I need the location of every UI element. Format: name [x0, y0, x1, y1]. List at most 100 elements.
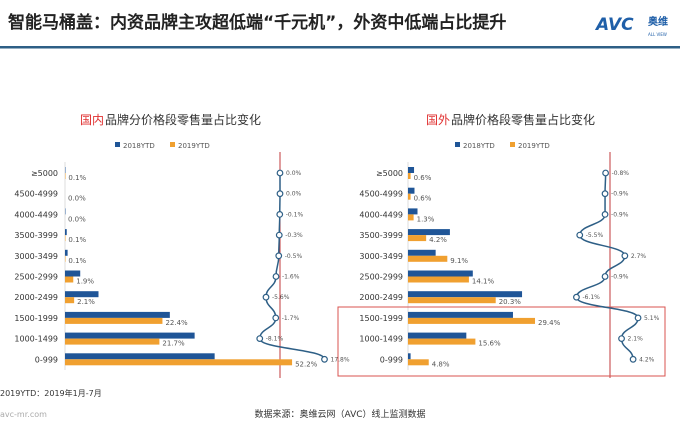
- change-label: -0.9%: [611, 191, 629, 198]
- bar-2019: [408, 255, 448, 262]
- bar-2019-label: 52.2%: [295, 360, 318, 368]
- bar-2018: [408, 311, 513, 318]
- change-point: [275, 231, 283, 239]
- bar-2019-label: 9.1%: [450, 257, 468, 265]
- logo-cn: 奥维: [648, 15, 668, 28]
- category-label: 4500-4999: [359, 190, 403, 199]
- bar-2018: [408, 353, 411, 360]
- bar-2019-label: 0.0%: [68, 215, 86, 223]
- bar-2019-label: 20.3%: [499, 298, 522, 306]
- change-point: [601, 273, 609, 280]
- bar-2019: [408, 193, 411, 200]
- bar-2019: [65, 359, 293, 366]
- bar-2018: [65, 311, 170, 318]
- bar-2018: [408, 187, 415, 194]
- change-label: -0.8%: [612, 170, 630, 177]
- highlight-box: [337, 306, 666, 377]
- legend-label: 2019YTD: [178, 142, 210, 150]
- bar-2019: [408, 297, 496, 304]
- legend-swatch: [455, 142, 460, 147]
- bar-2019-label: 0.1%: [68, 174, 86, 182]
- change-line: [575, 172, 639, 360]
- change-point: [629, 355, 637, 363]
- change-label: 4.2%: [639, 356, 655, 363]
- change-point: [621, 252, 629, 260]
- category-label: 2500-2999: [14, 273, 58, 282]
- change-label: 5.1%: [644, 315, 660, 322]
- bar-2018: [408, 208, 418, 215]
- change-label: 0.0%: [286, 170, 302, 177]
- bar-2018: [408, 270, 473, 277]
- change-label: 0.0%: [286, 191, 302, 198]
- legend-swatch: [170, 142, 175, 147]
- change-label: 2.1%: [628, 336, 644, 343]
- change-point: [601, 190, 609, 198]
- category-label: 1500-1999: [359, 314, 403, 323]
- category-label: 4000-4499: [359, 210, 403, 219]
- category-label: ≥5000: [31, 169, 58, 178]
- change-label: -1.7%: [282, 315, 300, 322]
- change-label: -5.6%: [272, 294, 290, 301]
- category-label: 1000-1499: [359, 335, 403, 344]
- data-source: 数据来源：奥维云网（AVC）线上监测数据: [254, 408, 425, 420]
- bar-2018: [65, 249, 68, 256]
- website: avc-mr.com: [0, 410, 47, 419]
- change-point: [602, 169, 609, 177]
- category-label: 4000-4499: [14, 210, 58, 219]
- bar-2018: [65, 229, 67, 236]
- change-point: [262, 293, 270, 301]
- bar-2018: [65, 353, 215, 360]
- category-label: 2000-2499: [359, 293, 403, 302]
- change-line: [258, 173, 326, 360]
- category-label: 2500-2999: [359, 273, 403, 282]
- category-label: 3500-3999: [14, 231, 58, 240]
- category-label: 0-999: [380, 355, 403, 364]
- change-label: -5.5%: [586, 232, 604, 239]
- chart-domestic: 国内 品牌分价格段零售量占比变化 2018YTD 2019YTD ≥5000 0.1% 45…: [14, 112, 350, 378]
- chart-title-highlight: 国外: [426, 113, 450, 127]
- bar-2019-label: 0.6%: [414, 195, 432, 203]
- change-point: [276, 190, 284, 198]
- change-label: 17.8%: [331, 356, 350, 363]
- change-point: [256, 335, 264, 343]
- bar-2018: [408, 249, 436, 256]
- change-point: [272, 273, 280, 280]
- bar-2019-label: 22.4%: [165, 319, 188, 327]
- bar-2018: [65, 332, 195, 339]
- bar-2019: [408, 173, 411, 179]
- bar-2018: [408, 291, 523, 298]
- bar-2019-label: 1.9%: [76, 278, 94, 286]
- bar-2019: [408, 235, 427, 242]
- bar-2018: [65, 291, 99, 298]
- bar-2019-label: 14.1%: [472, 278, 495, 286]
- change-point: [276, 210, 284, 218]
- change-point: [573, 293, 580, 301]
- chart-foreign: 国外 品牌价格段零售量占比变化 2018YTD 2019YTD ≥5000 0.6% 450…: [337, 112, 666, 378]
- change-label: -0.1%: [286, 211, 304, 218]
- legend-label: 2018YTD: [463, 142, 495, 150]
- category-label: 1500-1999: [14, 314, 58, 323]
- change-point: [272, 314, 280, 322]
- category-label: 0-999: [35, 355, 58, 364]
- change-point: [275, 252, 283, 260]
- change-label: -6.1%: [582, 294, 600, 301]
- category-label: 3000-3499: [359, 252, 403, 261]
- bar-2018: [408, 167, 415, 173]
- bar-2019: [408, 317, 536, 324]
- bar-2019-label: 0.6%: [414, 174, 432, 182]
- change-point: [276, 169, 284, 177]
- change-point: [576, 231, 584, 239]
- bar-2019-label: 4.2%: [429, 236, 447, 244]
- bar-2019-label: 4.8%: [432, 360, 450, 368]
- bar-2019: [65, 297, 75, 304]
- chart-title-highlight: 国内: [80, 113, 104, 127]
- bar-2019: [65, 317, 163, 324]
- bar-2019: [408, 214, 414, 221]
- category-label: 2000-2499: [14, 293, 58, 302]
- chart-title-rest: 品牌分价格段零售量占比变化: [105, 112, 261, 127]
- legend-swatch: [510, 142, 515, 147]
- change-label: -0.3%: [285, 232, 303, 239]
- change-label: -0.9%: [611, 274, 629, 281]
- chart-title-rest: 品牌价格段零售量占比变化: [451, 112, 595, 127]
- bar-2019-label: 15.6%: [478, 340, 501, 348]
